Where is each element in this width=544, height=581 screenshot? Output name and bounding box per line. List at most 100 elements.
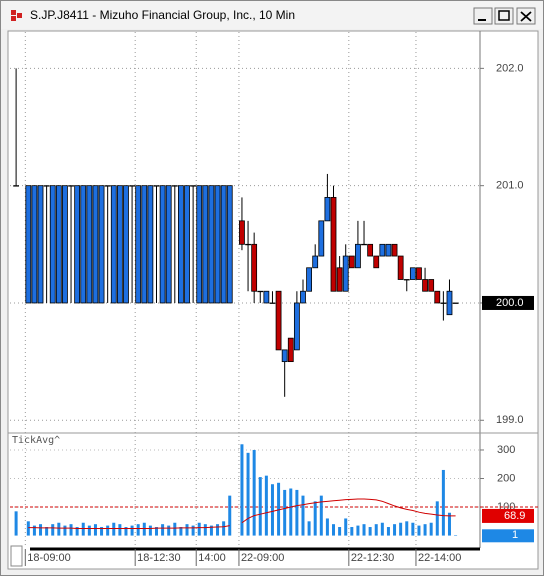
candle-body [190, 185, 197, 187]
bar [350, 527, 354, 536]
bar [136, 524, 140, 536]
bar [112, 522, 116, 536]
candle-body [403, 279, 410, 281]
candle-body [171, 185, 178, 187]
y-tick-label: 300 [497, 444, 515, 456]
candle-body [239, 220, 245, 245]
bar [75, 527, 79, 536]
bar [179, 527, 183, 536]
candle-body [287, 337, 294, 363]
bar [301, 495, 305, 536]
candle-body [257, 290, 264, 293]
bar [454, 535, 458, 536]
candle-body [355, 243, 361, 269]
bar [405, 521, 409, 536]
bar [45, 527, 49, 536]
candle-body [123, 185, 129, 304]
bar [393, 524, 397, 536]
candle-body [55, 185, 62, 304]
bar [417, 525, 421, 536]
bar [374, 524, 378, 536]
x-tick-label: 22-09:00 [241, 552, 284, 564]
bar [356, 525, 360, 536]
bar [258, 477, 262, 536]
candle-body [269, 302, 276, 304]
bar [240, 444, 244, 536]
candle-body [428, 279, 435, 292]
candle-body [153, 185, 160, 187]
candle-body [342, 255, 349, 292]
candle-body [25, 185, 32, 304]
candle-body [92, 185, 99, 304]
last-price-label: 200.0 [496, 297, 524, 309]
bar [386, 527, 390, 536]
bar [423, 524, 427, 536]
candle-body [226, 185, 233, 304]
bar [319, 495, 323, 536]
bar [100, 527, 104, 536]
close-button[interactable] [516, 7, 536, 25]
candle-body [202, 185, 209, 304]
candle-body [281, 349, 288, 363]
x-tick-label: 18-09:00 [27, 552, 70, 564]
maximize-button[interactable] [494, 7, 514, 25]
bar [124, 527, 128, 536]
bar [447, 512, 451, 536]
bar [313, 501, 317, 536]
candle-body [348, 255, 355, 269]
candle-body [293, 302, 300, 351]
last-value-box [482, 508, 534, 523]
bar [130, 525, 134, 536]
bar [411, 522, 415, 536]
bar [264, 475, 268, 536]
candle-body [324, 196, 331, 222]
title-bar [1, 1, 543, 29]
bar [441, 469, 445, 536]
bar [380, 522, 384, 536]
candle-body [440, 302, 447, 304]
bar [161, 524, 165, 536]
pane-title: TickAvg^ [12, 435, 60, 446]
candle-body [416, 267, 422, 280]
bar [209, 525, 213, 536]
bar [283, 489, 287, 536]
candle-body [74, 185, 81, 304]
bar [167, 525, 171, 536]
candle-body [178, 185, 184, 304]
candle-body [141, 185, 148, 304]
candle-body [135, 185, 142, 304]
x-tick-label: 22-12:30 [351, 552, 394, 564]
bar [81, 522, 85, 536]
candle-body [98, 185, 105, 304]
candle-body [336, 267, 343, 292]
candle-body [110, 185, 117, 304]
candle-body [208, 185, 215, 304]
window-title: S.JP.J8411 - Mizuho Financial Group, Inc… [30, 8, 295, 22]
candle-body [245, 243, 251, 246]
bar [154, 527, 158, 536]
bar [344, 518, 348, 536]
bar [57, 522, 61, 536]
candle-body [306, 267, 312, 292]
candle-body [43, 185, 50, 187]
bar [191, 525, 195, 536]
bar [51, 524, 55, 536]
candle-body [379, 243, 386, 257]
candle-body [49, 185, 56, 304]
candle-body [116, 185, 123, 304]
candle-body [159, 185, 166, 304]
candle-body [409, 267, 416, 280]
candle-body [434, 290, 441, 304]
bar [368, 527, 372, 536]
scroll-handle[interactable] [10, 545, 23, 567]
candle-body [312, 255, 319, 269]
candle-body [318, 220, 325, 257]
y-tick-label: 201.0 [496, 180, 524, 192]
minimize-button[interactable] [473, 7, 493, 25]
candle-body [446, 290, 453, 316]
bar [429, 522, 433, 536]
bar [289, 488, 293, 536]
candle-body [31, 185, 38, 304]
